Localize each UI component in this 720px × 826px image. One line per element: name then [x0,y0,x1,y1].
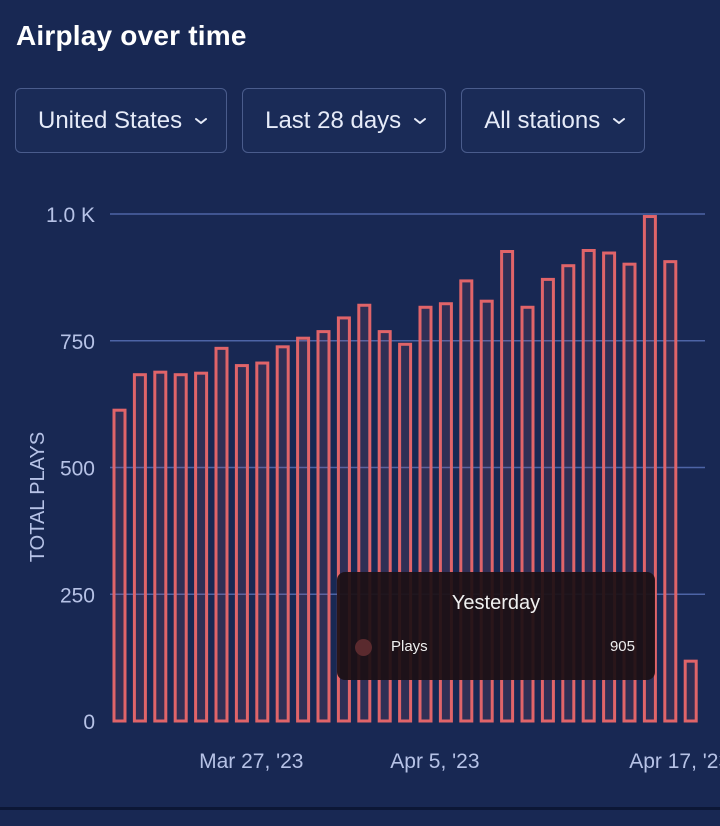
bar [357,303,372,723]
series-color-dot [355,639,372,656]
y-axis-label: TOTAL PLAYS [27,432,49,562]
bar [418,305,433,723]
bar [683,659,698,723]
bar [173,373,188,723]
bar [622,262,637,723]
y-tick-label: 1.0 K [46,204,95,227]
y-tick-label: 250 [60,584,95,607]
airplay-bar-chart: 0 250 500 750 1.0 K TOTAL PLAYS Mar 27, '23 Apr… [27,204,720,773]
bar [316,330,331,723]
bar [153,370,168,723]
bar [438,302,453,723]
x-tick-label: Apr 5, '23 [390,750,479,773]
bar [500,250,515,723]
y-tick-label: 500 [60,458,95,481]
tooltip-title: Yesterday [451,592,541,614]
bar [602,251,617,723]
chevron-down-icon [195,117,208,124]
bar [214,346,229,723]
bar [194,371,209,723]
country-filter-dropdown[interactable]: United States [15,88,228,153]
y-tick-label: 750 [60,331,95,354]
chevron-down-icon [414,117,427,124]
bar [112,408,127,723]
stations-filter-label: All stations [484,106,601,134]
chevron-down-icon [613,117,626,124]
bar [540,277,555,723]
section-divider [0,807,720,810]
bar [561,264,576,723]
chart-tooltip: Yesterday Plays 905 [337,572,655,680]
country-filter-label: United States [38,106,183,134]
bar [275,345,290,723]
bar [479,299,494,723]
bar [296,336,311,723]
bar [336,316,351,723]
filter-bar: United States Last 28 days All stations [15,88,646,153]
period-filter-label: Last 28 days [265,106,402,134]
stations-filter-dropdown[interactable]: All stations [461,88,646,153]
period-filter-dropdown[interactable]: Last 28 days [242,88,447,153]
bar [132,373,147,723]
tooltip-value: 905 [609,638,635,655]
bar [520,305,535,723]
bar [234,364,249,723]
page-title: Airplay over time [16,20,247,51]
x-tick-label: Mar 27, '23 [199,750,303,773]
x-tick-label: Apr 17, '23 [629,750,720,773]
bar [398,342,413,723]
bar [255,361,270,723]
bar [581,248,596,723]
bar [642,215,657,723]
bar [459,279,474,723]
bar [663,260,678,723]
tooltip-series-label: Plays [391,638,428,655]
y-tick-label: 0 [83,711,95,734]
bar [377,330,392,723]
